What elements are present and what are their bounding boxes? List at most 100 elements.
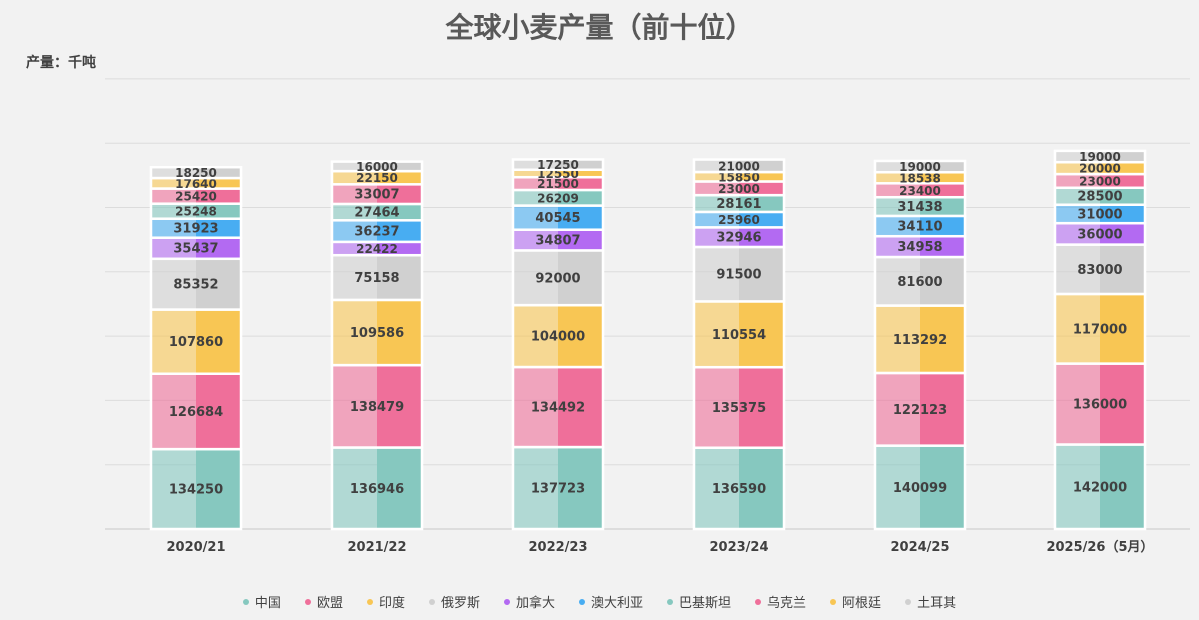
data-label: 28500 — [1077, 190, 1122, 205]
bar-segment-dark — [377, 184, 422, 204]
bar-segment-light — [1055, 363, 1100, 445]
bar-segment-dark — [920, 172, 965, 184]
x-tick-label: 2020/21 — [166, 540, 225, 555]
legend-item[interactable]: 欧盟 — [304, 592, 343, 611]
chart-legend: 中国 欧盟 印度 俄罗斯 加拿大 澳大利亚 巴基斯坦 乌克兰 阿根廷 土耳其 — [0, 592, 1199, 611]
bar-segment: 31923 — [149, 217, 243, 239]
bar-segment-dark — [920, 257, 965, 306]
bar-segment-light — [332, 184, 377, 204]
bar-segment-light — [151, 188, 196, 204]
bar-segment: 136000 — [1053, 362, 1147, 446]
bar-segment-light — [875, 372, 920, 446]
data-label: 22422 — [356, 242, 398, 256]
bar-segment-dark — [377, 171, 422, 185]
bar-segment-light — [875, 215, 920, 237]
bar-segment-light — [1055, 204, 1100, 224]
bar-segment-light — [694, 227, 739, 247]
bar-segment-light — [1055, 223, 1100, 245]
bar-segment-dark — [558, 189, 603, 206]
bar-segment-light — [875, 236, 920, 258]
bar-segment-dark — [1100, 223, 1145, 245]
bar-segment-dark — [558, 447, 603, 529]
legend-swatch-icon — [428, 598, 435, 605]
bar-segment-dark — [377, 161, 422, 172]
bar-segment-light — [875, 160, 920, 173]
bar-segment-dark — [739, 367, 784, 448]
legend-item[interactable]: 乌克兰 — [755, 592, 806, 611]
bar-segment-border — [692, 158, 786, 174]
bar-segment-dark — [920, 305, 965, 373]
bar-segment-border — [149, 165, 243, 180]
bar-segment: 85352 — [149, 257, 243, 311]
bar-segment: 34807 — [511, 228, 605, 252]
data-label: 18538 — [899, 171, 941, 185]
legend-item[interactable]: 加拿大 — [503, 592, 555, 611]
bar-segment: 142000 — [1053, 443, 1147, 531]
legend-item[interactable]: 阿根廷 — [830, 592, 881, 611]
bar-segment-dark — [1100, 187, 1145, 205]
data-label: 36000 — [1077, 227, 1122, 242]
data-label: 134250 — [169, 483, 223, 498]
bar-segment-light — [694, 159, 739, 173]
bar-segment: 19000 — [1053, 149, 1147, 164]
bar-segment-dark — [196, 218, 241, 238]
legend-swatch-icon — [830, 598, 837, 605]
data-label: 18250 — [175, 166, 217, 180]
bar-segment-light — [332, 171, 377, 185]
data-label: 136946 — [350, 482, 404, 497]
data-label: 25420 — [175, 190, 217, 204]
bar-segment: 28500 — [1053, 186, 1147, 206]
legend-item[interactable]: 土耳其 — [905, 592, 956, 611]
bar-segment: 40545 — [511, 204, 605, 231]
legend-item[interactable]: 印度 — [366, 592, 405, 611]
bar-segment-dark — [739, 181, 784, 196]
bar-segment-light — [1055, 150, 1100, 163]
data-label: 136590 — [712, 482, 766, 497]
bar-segment: 18538 — [873, 171, 967, 185]
bar-segment-dark — [196, 188, 241, 204]
data-label: 36237 — [354, 225, 399, 240]
bar-segment-dark — [1100, 293, 1145, 364]
bar-segment: 140099 — [873, 444, 967, 531]
bar-segment: 26209 — [511, 188, 605, 207]
bar-segment-dark — [558, 177, 603, 190]
legend-swatch-icon — [667, 598, 674, 605]
bar-segment: 15850 — [692, 170, 786, 184]
bar-segment-light — [694, 181, 739, 196]
data-label: 113292 — [893, 333, 947, 348]
bar-segment-light — [151, 373, 196, 450]
bar-segment: 91500 — [692, 245, 786, 303]
bar-segment-light — [1055, 162, 1100, 175]
bar-segment: 25960 — [692, 210, 786, 229]
data-label: 22150 — [356, 171, 398, 185]
bar-segment-light — [875, 305, 920, 373]
bar-segment-light — [513, 169, 558, 178]
bar-segment-dark — [920, 160, 965, 173]
bar-segment: 135375 — [692, 365, 786, 449]
bar-segment-dark — [920, 197, 965, 216]
legend-item[interactable]: 俄罗斯 — [428, 592, 480, 611]
data-label: 85352 — [173, 278, 218, 293]
bar-segment: 34958 — [873, 234, 967, 259]
bar-segment-dark — [377, 365, 422, 448]
bar-segment-light — [332, 255, 377, 300]
bar-segment-light — [151, 258, 196, 310]
bar-segment-light — [332, 161, 377, 172]
bar-segment: 16000 — [330, 160, 424, 174]
bar-segment: 83000 — [1053, 243, 1147, 296]
bar-segment-dark — [1100, 162, 1145, 175]
bar-segment-dark — [1100, 174, 1145, 188]
bar-segment-dark — [558, 305, 603, 368]
legend-label: 加拿大 — [515, 596, 555, 611]
legend-item[interactable]: 澳大利亚 — [579, 592, 643, 611]
bar-segment-dark — [1100, 204, 1145, 224]
legend-item[interactable]: 巴基斯坦 — [667, 592, 731, 611]
bar-segment: 25420 — [149, 187, 243, 205]
bar-segment-dark — [920, 372, 965, 446]
data-label: 35437 — [173, 242, 218, 257]
data-label: 135375 — [712, 401, 766, 416]
bar-segment-light — [151, 449, 196, 529]
legend-item[interactable]: 中国 — [242, 592, 281, 611]
data-label: 21500 — [537, 177, 579, 191]
bar-segment-dark — [377, 447, 422, 529]
